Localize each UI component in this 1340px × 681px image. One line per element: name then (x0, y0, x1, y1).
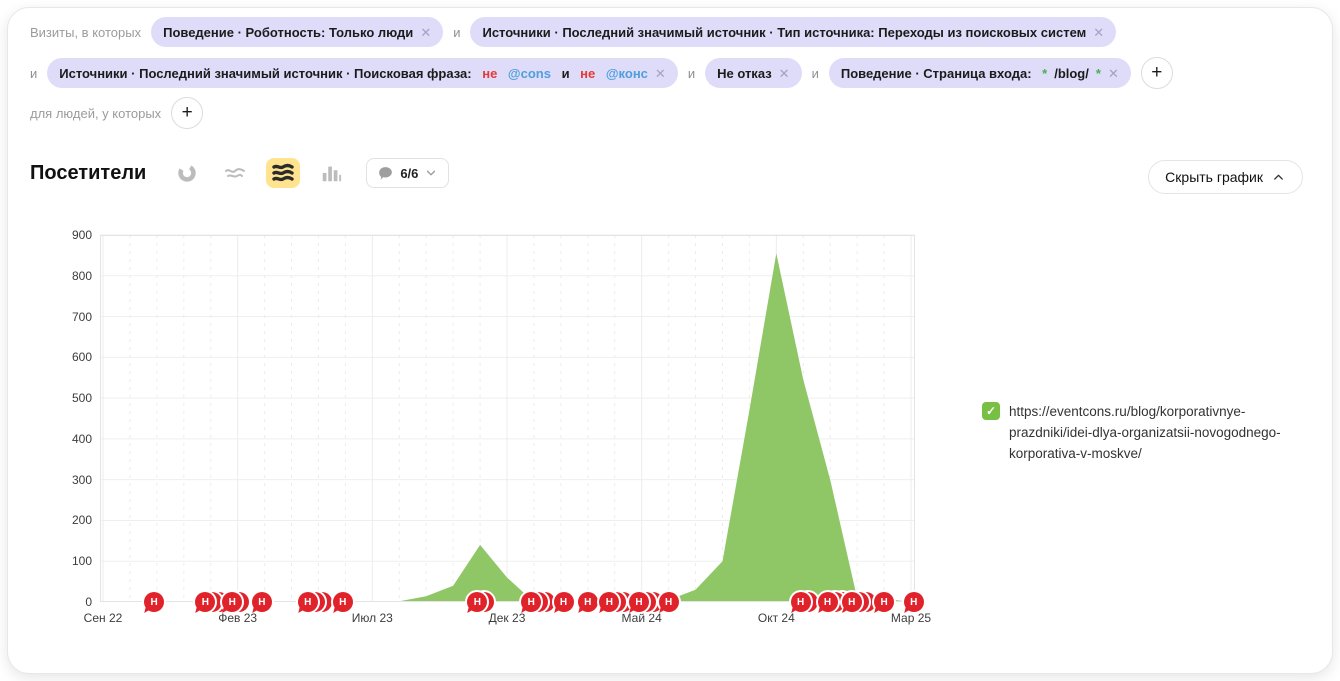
and-connector: и (687, 65, 696, 81)
add-people-filter-button[interactable]: + (171, 97, 204, 129)
entry-page-prefix: Поведение · Страница входа: (840, 65, 1036, 81)
pie-chart-icon (178, 164, 197, 182)
note-marker[interactable]: Н (817, 592, 838, 612)
chevron-down-icon (427, 170, 436, 176)
note-marker[interactable]: Н (332, 592, 353, 612)
hide-chart-button[interactable]: Скрыть график (1148, 160, 1303, 194)
x-axis-label: Июл 23 (351, 611, 393, 625)
filter-row-people: для людей, у которых + (30, 97, 204, 129)
y-axis-label: 100 (71, 554, 92, 569)
y-axis-label: 300 (71, 472, 92, 487)
legend-item: ✓ https://eventcons.ru/blog/korporativny… (982, 401, 1304, 464)
search-phrase-and: и (557, 65, 574, 81)
and-connector: и (453, 24, 461, 40)
comment-icon (379, 166, 393, 180)
page-title: Посетители (30, 161, 147, 184)
entry-page-path: /blog/ (1054, 65, 1089, 81)
filter-chip-not-bounce[interactable]: Не отказ ✕ (705, 58, 802, 88)
visitors-area-series (103, 253, 911, 602)
and-connector: и (30, 65, 38, 81)
bar-chart-icon (323, 166, 342, 182)
y-axis-label: 800 (71, 268, 92, 283)
filter-chip-robots-label: Поведение · Роботность: Только люди (163, 24, 414, 40)
note-marker[interactable]: Н (903, 592, 924, 612)
y-axis-label: 600 (71, 350, 92, 365)
x-axis-label: Мар 25 (890, 611, 932, 625)
pie-chart-type-button[interactable] (170, 158, 204, 188)
legend-url-label: https://eventcons.ru/blog/korporativnye-… (1009, 404, 1281, 461)
note-marker[interactable]: Н (521, 592, 542, 612)
filter-row-1: Визиты, в которых Поведение · Роботность… (30, 17, 1117, 47)
notes-filter-button[interactable]: 6/6 (366, 158, 450, 188)
app-window-frame (7, 7, 1333, 674)
search-phrase-value1: @cons (507, 65, 551, 81)
visits-filter-label: Визиты, в которых (30, 24, 142, 40)
y-axis-label: 900 (71, 228, 92, 242)
note-marker[interactable]: Н (790, 592, 811, 612)
close-icon[interactable]: ✕ (420, 24, 432, 40)
note-marker[interactable]: Н (222, 592, 243, 612)
search-phrase-prefix: Источники · Последний значимый источник … (59, 65, 476, 81)
filter-chip-search-phrase[interactable]: Источники · Последний значимый источник … (47, 58, 678, 88)
entry-page-star: * (1095, 65, 1101, 81)
hide-chart-label: Скрыть график (1165, 169, 1263, 185)
y-axis-label: 500 (71, 391, 92, 406)
notes-count: 6/6 (400, 165, 419, 181)
legend-checkbox[interactable]: ✓ (982, 402, 1000, 420)
stacked-area-chart-icon (272, 163, 295, 182)
y-axis-label: 400 (71, 431, 92, 446)
add-visit-filter-button[interactable]: + (1140, 57, 1173, 89)
y-axis-label: 200 (71, 513, 92, 528)
close-icon[interactable]: ✕ (1107, 65, 1119, 81)
y-axis-label: 700 (71, 309, 92, 324)
filter-row-2: и Источники · Последний значимый источни… (30, 57, 1173, 89)
entry-page-star: * (1042, 65, 1048, 81)
close-icon[interactable]: ✕ (654, 65, 666, 81)
note-marker[interactable]: Н (577, 592, 598, 612)
x-axis-label: Сен 22 (83, 611, 123, 625)
y-axis-label: 0 (85, 595, 92, 609)
search-phrase-not2: не (580, 65, 599, 81)
filter-chip-source-type[interactable]: Источники · Последний значимый источник … (470, 17, 1117, 47)
chart-toolbar: Посетители 6/6 (30, 158, 450, 188)
chevron-up-icon (1274, 174, 1283, 180)
x-axis-label: Окт 24 (757, 611, 795, 625)
line-chart-icon (225, 168, 246, 178)
note-marker[interactable]: Н (599, 592, 620, 612)
x-axis-label: Май 24 (621, 611, 662, 625)
note-marker[interactable]: Н (628, 592, 649, 612)
note-marker[interactable]: Н (658, 592, 679, 612)
visitors-area-plot (100, 234, 915, 602)
and-connector: и (811, 65, 819, 81)
filter-chip-entry-page[interactable]: Поведение · Страница входа: * /blog/ * ✕ (828, 58, 1131, 88)
x-axis-label: Дек 23 (488, 611, 526, 625)
search-phrase-not1: не (482, 65, 501, 81)
note-marker[interactable]: Н (467, 592, 488, 612)
note-marker[interactable]: Н (144, 592, 165, 612)
note-marker[interactable]: Н (874, 592, 895, 612)
note-marker[interactable]: Н (297, 592, 318, 612)
stacked-area-chart-type-button[interactable] (266, 158, 301, 188)
close-icon[interactable]: ✕ (1093, 24, 1105, 40)
bar-chart-type-button[interactable] (314, 158, 348, 188)
note-marker[interactable]: Н (195, 592, 216, 612)
filter-chip-source-type-label: Источники · Последний значимый источник … (482, 24, 1087, 40)
close-icon[interactable]: ✕ (778, 65, 790, 81)
filter-chip-robots[interactable]: Поведение · Роботность: Только люди ✕ (151, 17, 444, 47)
search-phrase-value2: @конс (605, 65, 648, 81)
people-filter-label: для людей, у которых (30, 105, 162, 121)
filter-chip-not-bounce-label: Не отказ (717, 65, 772, 81)
line-chart-type-button[interactable] (218, 158, 252, 188)
note-marker[interactable]: Н (841, 592, 862, 612)
note-marker[interactable]: Н (251, 592, 272, 612)
note-marker[interactable]: Н (553, 592, 574, 612)
